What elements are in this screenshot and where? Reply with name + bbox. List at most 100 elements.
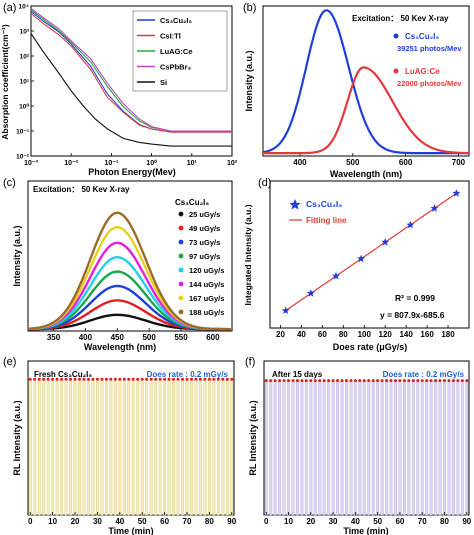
panel-e-bar-45 <box>230 379 234 516</box>
panel-f-bar-top-21 <box>358 379 362 383</box>
panel-e-bar-22 <box>127 379 131 516</box>
panel-e-bar-top-29 <box>158 377 162 381</box>
panel-e-bar-top-17 <box>104 377 108 381</box>
panel-e-bar-32 <box>172 379 176 516</box>
panel-f-bar-32 <box>407 380 411 516</box>
panel-c-legend-2: 73 uGy/s <box>189 238 220 247</box>
panel-e-bar-26 <box>145 379 149 516</box>
panel-e-xtick-label-1: 10 <box>48 517 57 526</box>
panel-f-bar-33 <box>411 380 415 516</box>
panel-f-xtick-label-0: 0 <box>264 517 269 526</box>
panel-e-bar-top-40 <box>207 377 211 381</box>
panel-e-bar-18 <box>109 379 113 516</box>
panel-c-legend-marker-5 <box>178 281 184 287</box>
panel-f-bar-9 <box>304 380 308 516</box>
panel-a-legend-3: CsPbBr₃ <box>160 63 192 72</box>
panel-f-bar-top-26 <box>380 379 384 383</box>
panel-c-xtick-label-0: 350 <box>47 333 61 342</box>
panel-e-axes: 0 10 20 30 40 50 60 70 80 90 <box>28 512 237 526</box>
panel-f-bar-0 <box>264 380 268 516</box>
panel-f-bar-top-18 <box>344 379 348 383</box>
panel-f-dose: Does rate : 0.2 mGy/s <box>383 370 465 379</box>
panel-e-bar-top-35 <box>185 377 189 381</box>
panel-d-xtick-label-3: 80 <box>339 330 348 339</box>
panel-b-xtick-label-2: 600 <box>399 158 413 167</box>
panel-e-bar-top-14 <box>91 377 95 381</box>
panel-e-xtick-label-9: 90 <box>227 517 236 526</box>
panel-a-xtick-label-3: 10⁰ <box>146 159 157 167</box>
panel-c-series-7 <box>27 211 231 331</box>
panel-e-bar-33 <box>176 379 180 516</box>
panel-e-bar-top-10 <box>73 377 77 381</box>
panel-c-xtick-label-4: 550 <box>174 333 188 342</box>
panel-f-bar-21 <box>358 380 362 516</box>
panel-c-xtick-label-1: 400 <box>79 333 93 342</box>
panel-e-bar-15 <box>95 379 99 516</box>
panel-e-bar-top-19 <box>113 377 117 381</box>
panel-e-bars <box>28 377 234 516</box>
panel-e-bar-38 <box>198 379 202 516</box>
panel-e-bar-top-27 <box>149 377 153 381</box>
panel-e-bar-top-18 <box>109 377 113 381</box>
panel-f-bar-20 <box>353 380 357 516</box>
panel-f-bars <box>264 379 469 516</box>
panel-a-ytick-label-0: 10⁻² <box>16 154 30 161</box>
panel-e-bar-top-38 <box>198 377 202 381</box>
panel-f-bar-top-1 <box>269 379 273 383</box>
panel-b-xtick-label-1: 500 <box>346 158 360 167</box>
panel-d-ylabel: Integrated Intensity (a.u.) <box>243 204 253 305</box>
panel-e-xtick-label-5: 50 <box>138 517 147 526</box>
panel-b-legend-1: LuAG:Ce <box>405 67 440 76</box>
panel-f-bar-top-39 <box>438 379 442 383</box>
panel-a-xtick-label-0: 10⁻³ <box>24 160 38 167</box>
panel-e-bar-21 <box>122 379 126 516</box>
panel-f-bar-31 <box>403 380 406 516</box>
panel-e-bar-top-21 <box>122 377 126 381</box>
panel-f-bar-top-38 <box>434 379 438 383</box>
panel-a-series-4 <box>30 33 232 147</box>
panel-e-bar-top-26 <box>145 377 149 381</box>
panel-f-bar-37 <box>429 380 433 516</box>
panel-e-bar-top-39 <box>203 377 207 381</box>
panel-e-bar-4 <box>46 379 50 516</box>
panel-e-xlabel: Time (min) <box>108 526 153 535</box>
panel-c-legend: 25 uGy/s 49 uGy/s 73 uGy/s 97 uGy/s 120 uGy/… <box>178 210 224 317</box>
panel-d-point-7 <box>452 189 461 197</box>
panel-c-axes: 350 400 450 500 550 600 <box>47 328 220 342</box>
panel-e-bar-7 <box>60 379 64 516</box>
panel-e-bar-top-34 <box>181 377 184 381</box>
panel-f-bar-13 <box>322 380 326 516</box>
panel-c-xtick-label-5: 600 <box>206 333 220 342</box>
panel-f-bar-top-32 <box>407 379 411 383</box>
panel-f-ylabel: RL Intensity (a.u.) <box>248 400 258 475</box>
panel-f-bar-42 <box>452 380 455 516</box>
panel-e-bar-40 <box>207 379 211 516</box>
panel-e-bar-11 <box>78 379 82 516</box>
panel-c-legend-marker-0 <box>178 211 184 217</box>
panel-d-point-0 <box>281 306 290 314</box>
panel-f-bar-top-29 <box>394 379 397 383</box>
panel-e-bar-31 <box>167 379 171 516</box>
panel-a-legend: Cs₃Cu₂I₅ CsI:Tl LuAG:Ce CsPbBr₃ Si <box>132 10 228 92</box>
panel-e-bar-top-3 <box>42 377 46 381</box>
panel-d-point-1 <box>306 289 315 297</box>
panel-e-bar-16 <box>100 379 104 516</box>
panel-d-xtick-label-5: 120 <box>379 330 393 339</box>
panel-b-axes: 400 500 600 700 <box>293 153 466 167</box>
panel-d-point-4 <box>381 238 390 246</box>
panel-d-points <box>281 189 461 314</box>
panel-e-bar-5 <box>51 379 55 516</box>
panel-d-annotation-r2: R² = 0.999 <box>395 293 435 303</box>
panel-f-title: After 15 days <box>272 370 323 379</box>
panel-f-bar-top-22 <box>362 379 366 383</box>
panel-d-fit <box>285 192 457 312</box>
panel-f-xtick-label-1: 10 <box>284 517 293 526</box>
panel-e-frame <box>27 360 235 516</box>
panel-e-bar-42 <box>216 379 220 516</box>
panel-e-bar-top-45 <box>230 377 234 381</box>
panel-d: (d) 20 40 60 80 100 120 140 160 180 Cs₃Cu₂I₅ Fit… <box>243 177 470 352</box>
panel-e-bar-44 <box>225 379 229 516</box>
panel-c-legend-0: 25 uGy/s <box>189 210 220 219</box>
panel-d-xtick-label-8: 180 <box>441 330 455 339</box>
panel-f-bar-top-33 <box>411 379 415 383</box>
